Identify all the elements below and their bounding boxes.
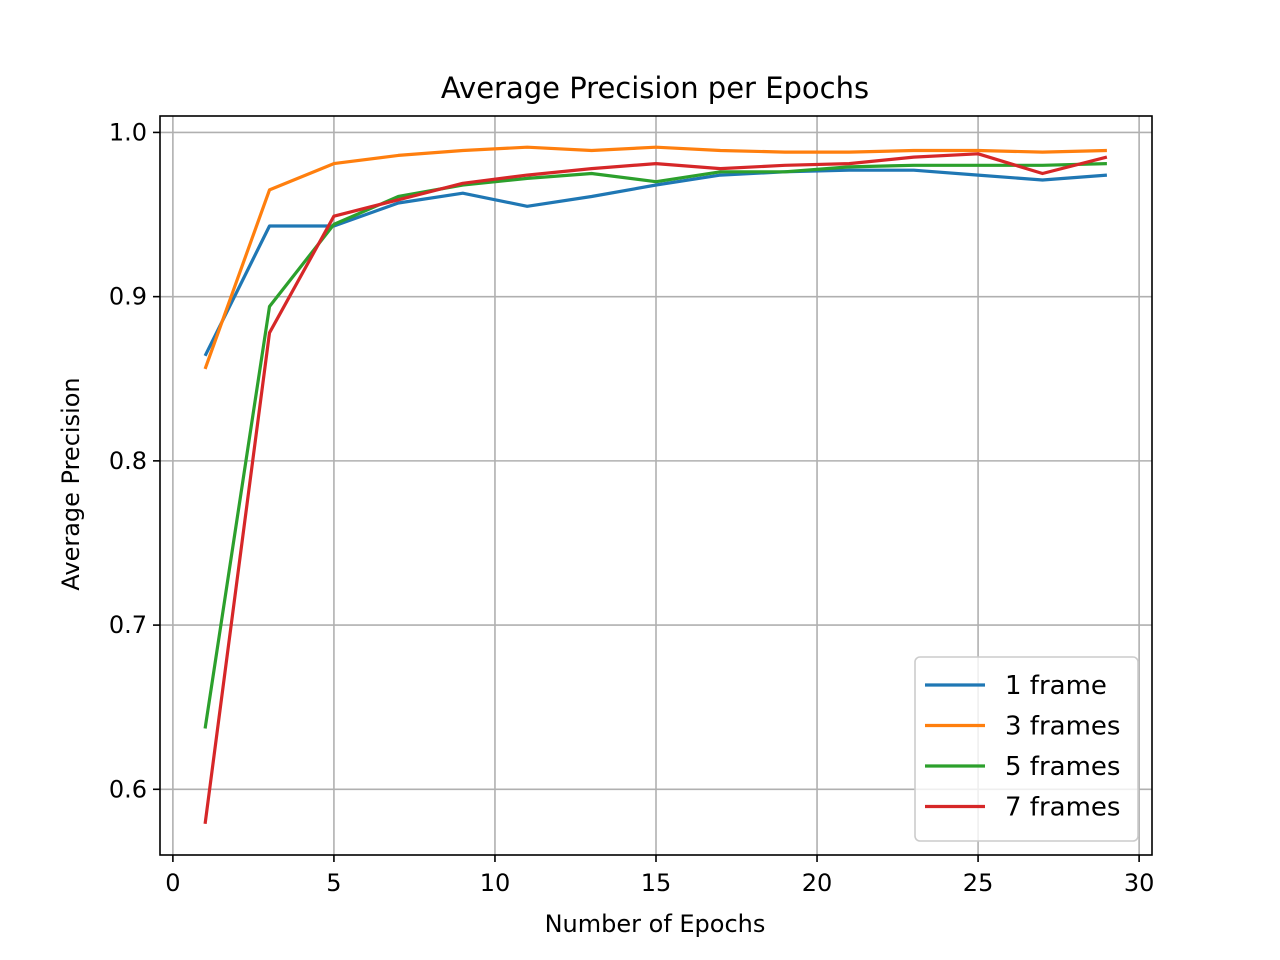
grid — [160, 116, 1152, 855]
ticks: 0 5 10 15 20 25 30 0.6 0.7 0.8 0.9 1.0 — [109, 118, 1155, 897]
series-lines — [203, 145, 1108, 825]
y-tick-label: 0.7 — [109, 611, 147, 639]
y-axis-label: Average Precision — [57, 377, 85, 590]
y-tick-label: 0.9 — [109, 283, 147, 311]
x-tick-label: 25 — [963, 869, 994, 897]
legend-label: 1 frame — [1005, 671, 1107, 701]
x-tick-label: 20 — [802, 869, 833, 897]
legend-box — [914, 656, 1139, 842]
x-tick-label: 10 — [480, 869, 511, 897]
x-tick-label: 5 — [326, 869, 341, 897]
legend: 1 frame 3 frames 5 frames 7 frames — [914, 656, 1139, 842]
x-tick-label: 0 — [165, 869, 180, 897]
series-line-1 — [203, 168, 1108, 357]
x-tick-label: 30 — [1124, 869, 1155, 897]
y-tick-label: 1.0 — [109, 118, 147, 146]
chart-title: Average Precision per Epochs — [441, 71, 869, 105]
legend-label: 7 frames — [1005, 793, 1120, 823]
series-line-3 — [203, 162, 1107, 729]
series-line-4 — [203, 152, 1108, 825]
x-tick-label: 15 — [641, 869, 672, 897]
y-tick-label: 0.8 — [109, 447, 147, 475]
y-tick-label: 0.6 — [109, 775, 147, 803]
x-axis-label: Number of Epochs — [545, 910, 766, 938]
legend-label: 5 frames — [1005, 752, 1120, 782]
legend-label: 3 frames — [1005, 712, 1120, 742]
series-line-2 — [203, 145, 1107, 370]
